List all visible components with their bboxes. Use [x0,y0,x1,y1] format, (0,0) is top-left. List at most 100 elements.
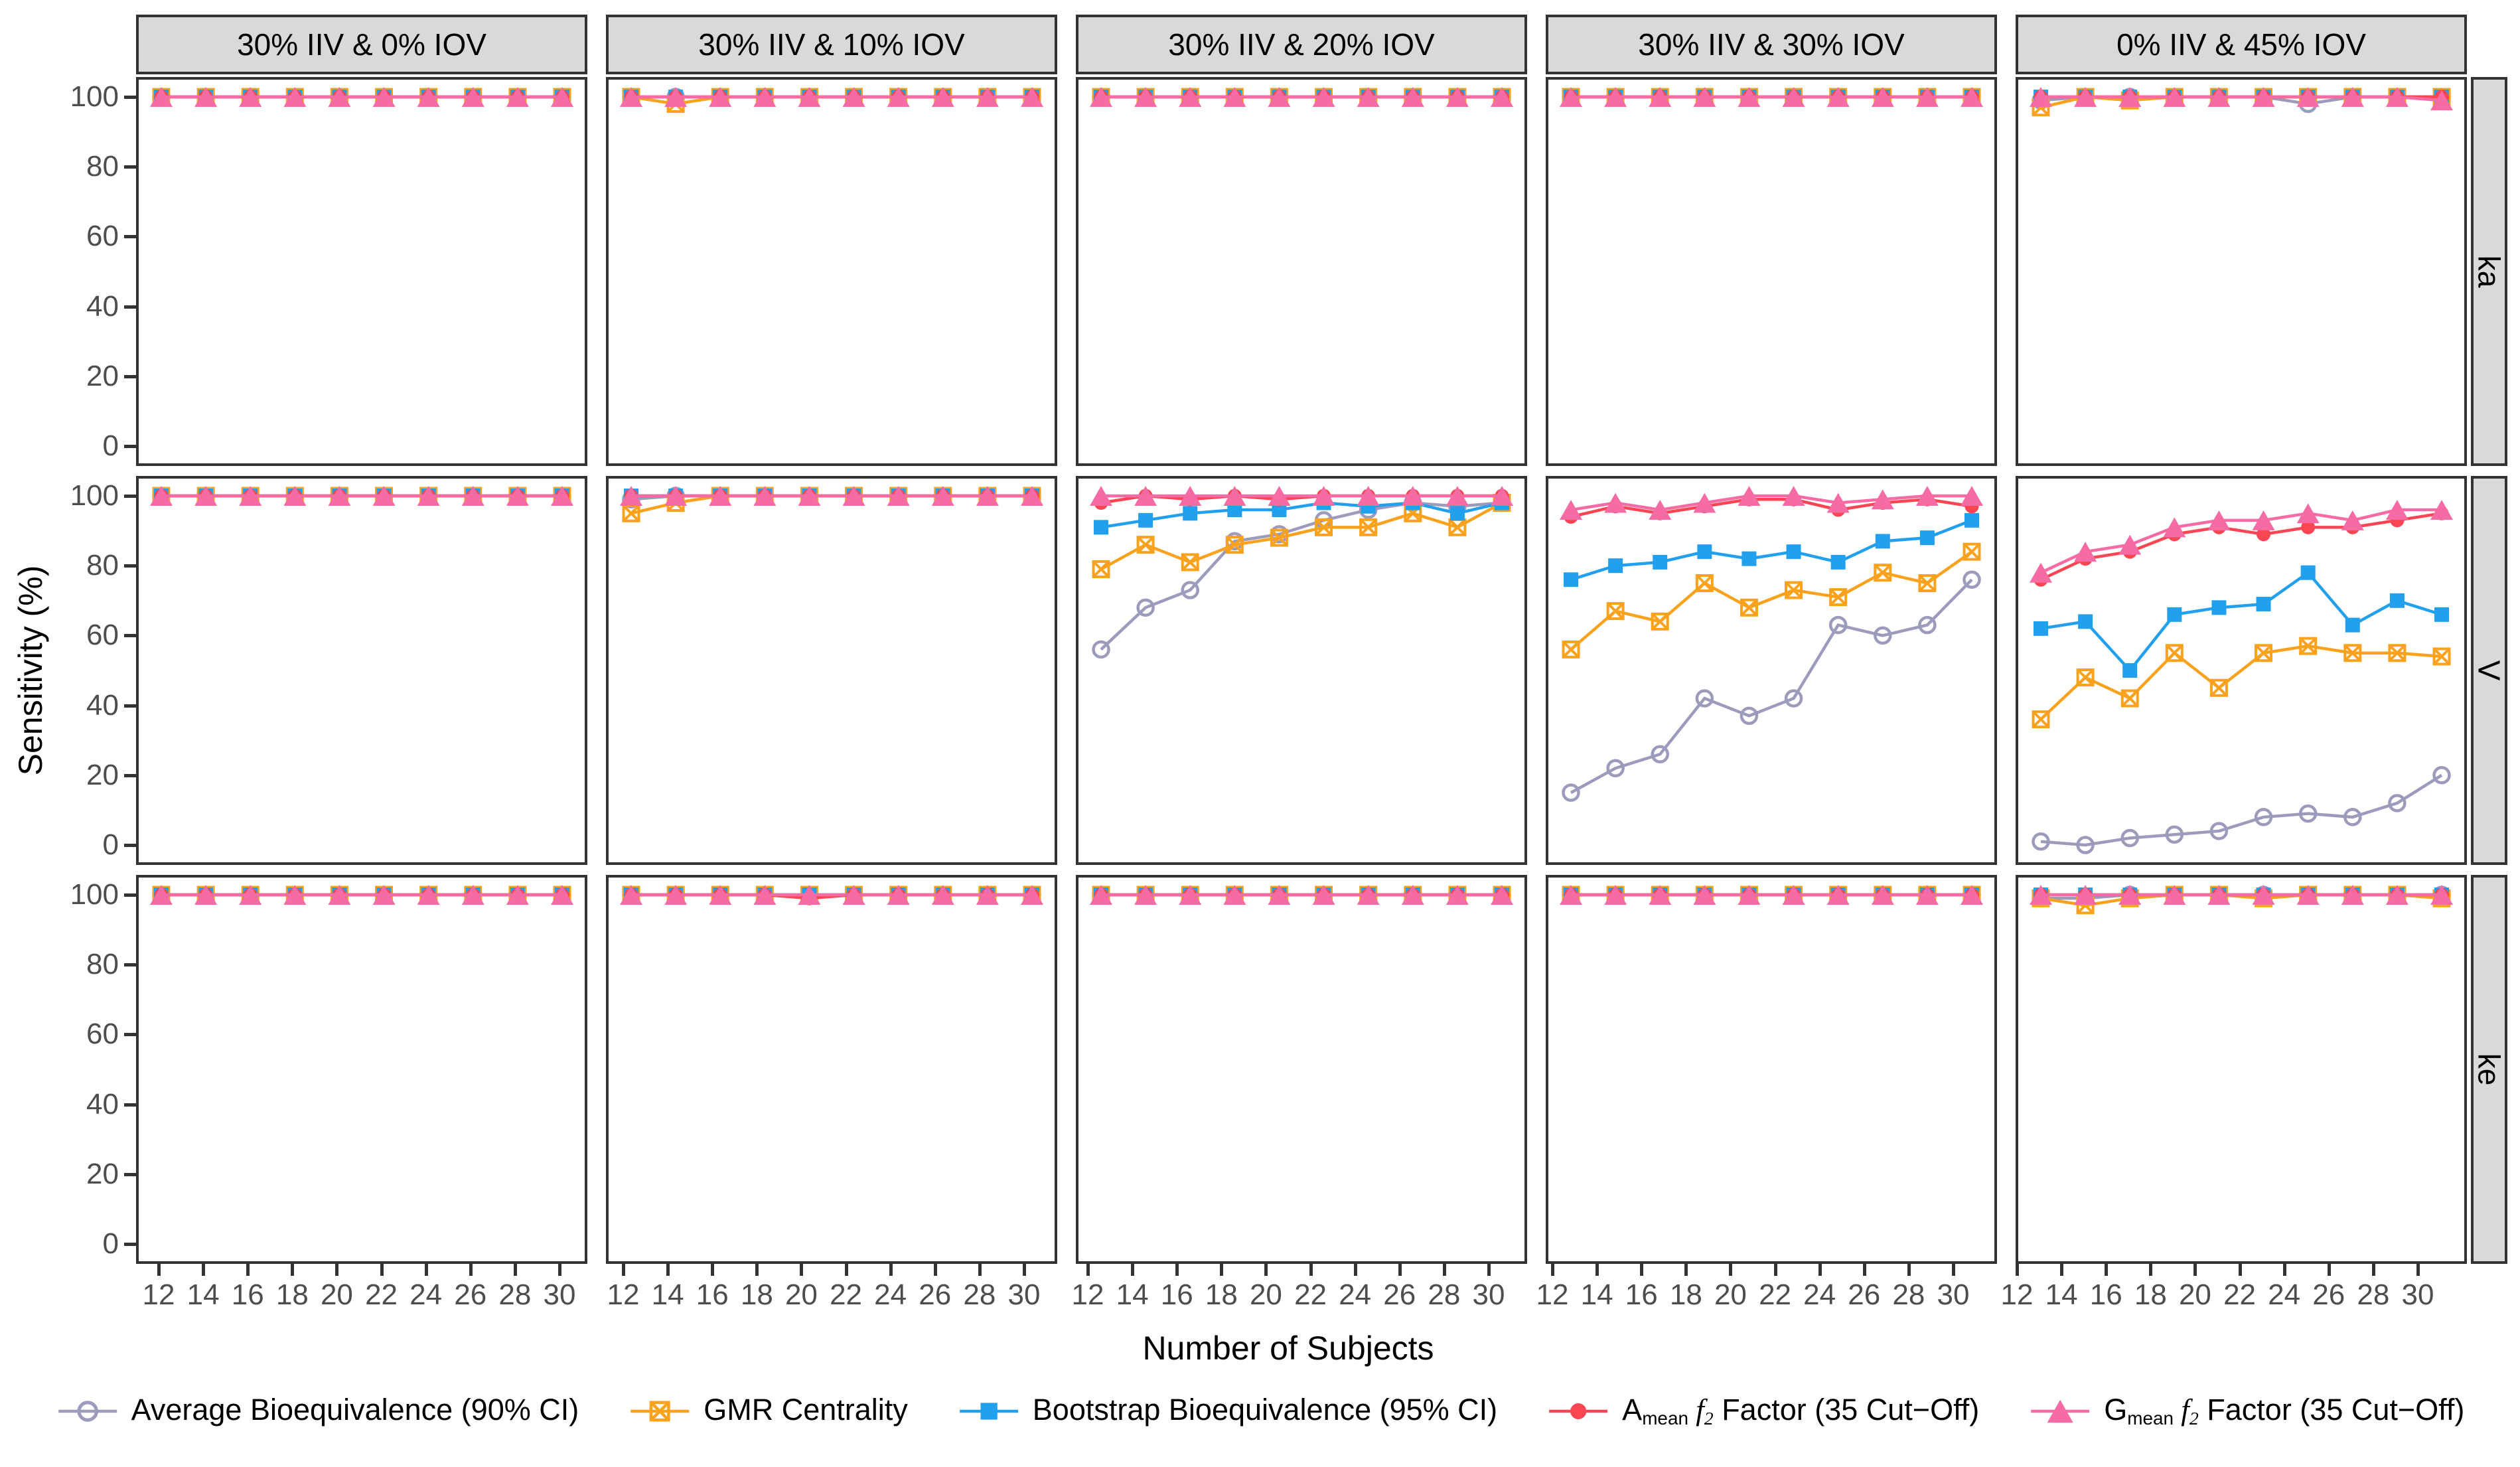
column-header-strip: 30% IIV & 0% IOV [136,15,587,74]
open-circle-marker-icon [58,1401,117,1422]
y-tick-mark [124,773,136,777]
x-tick-label: 12 [2000,1278,2034,1311]
x-tick-label: 24 [1803,1278,1836,1311]
y-tick-label: 100 [70,878,119,911]
x-tick-label: 14 [1580,1278,1613,1311]
y-tick-label: 40 [86,688,119,722]
x-tick-mark [622,1264,625,1276]
x-tick-label: 30 [543,1278,576,1311]
x-tick-mark [513,1264,517,1276]
y-tick-label: 20 [86,359,119,392]
filled-square-marker-icon [959,1403,1018,1420]
legend-item-gmr-centrality: GMR Centrality [628,1393,908,1430]
y-axis-ticks: 100 80 60 40 20 0 [0,476,136,865]
x-tick-label: 14 [2045,1278,2078,1311]
x-axis-row: 12 14 16 18 20 22 24 26 28 30 12 14 16 18 20 22 24 26 28 3… [0,1264,2520,1311]
x-tick-mark [1818,1264,1822,1276]
x-tick-mark [1551,1264,1554,1276]
y-tick-label: 100 [70,479,119,512]
x-tick-mark [1442,1264,1446,1276]
x-axis-ticks: 12 14 16 18 20 22 24 26 28 30 [1994,1264,2440,1311]
x-tick-label: 18 [2134,1278,2167,1311]
x-tick-mark [335,1264,339,1276]
y-tick-mark [124,235,136,239]
facet-grid: 30% IIV & 0% IOV 30% IIV & 10% IOV 30% I… [0,15,2520,1311]
x-tick-label: 26 [919,1278,952,1311]
x-tick-mark [1131,1264,1135,1276]
x-tick-label: 22 [1294,1278,1327,1311]
legend: Average Bioequivalence (90% CI) GMR Cent… [56,1393,2464,1430]
legend-item-amean-f2-factor: Amean f2 Factor (35 Cut−Off) [1546,1393,1979,1430]
x-tick-label: 12 [142,1278,175,1311]
x-tick-mark [469,1264,473,1276]
x-tick-label: 16 [231,1278,264,1311]
x-tick-label: 16 [2089,1278,2122,1311]
x-tick-mark [933,1264,937,1276]
legend-item-bootstrap-bioequivalence: Bootstrap Bioequivalence (95% CI) [957,1393,1497,1430]
x-axis-ticks: 12 14 16 18 20 22 24 26 28 30 [1065,1264,1511,1311]
x-tick-label: 26 [454,1278,487,1311]
row-strip-label: ke [2472,1053,2507,1086]
x-tick-label: 28 [2357,1278,2390,1311]
y-tick-mark [124,305,136,309]
x-tick-mark [2327,1264,2331,1276]
x-tick-mark [1640,1264,1644,1276]
panel-ka-col5 [2016,77,2467,466]
y-tick-label: 60 [86,619,119,652]
x-tick-mark [1907,1264,1911,1276]
header-strip-row: 30% IIV & 0% IOV 30% IIV & 10% IOV 30% I… [0,15,2520,74]
panel-ke-col5 [2016,875,2467,1264]
y-tick-label: 60 [86,1018,119,1051]
x-tick-label: 24 [1339,1278,1372,1311]
facet-row-ka: 100 80 60 40 20 0 ka [0,77,2520,466]
y-axis-ticks: 100 80 60 40 20 0 [0,77,136,466]
x-tick-mark [1220,1264,1224,1276]
x-tick-mark [1398,1264,1402,1276]
facet-row-V: 100 80 60 40 20 0 V [0,476,2520,865]
y-tick-mark [124,704,136,708]
y-tick-mark [124,374,136,378]
x-tick-label: 16 [1160,1278,1193,1311]
y-tick-mark [124,165,136,169]
x-tick-mark [2105,1264,2109,1276]
legend-label: Bootstrap Bioequivalence (95% CI) [1032,1393,1498,1427]
y-tick-mark [124,634,136,638]
y-tick-mark [124,495,136,498]
filled-triangle-marker-icon [2031,1399,2090,1423]
x-tick-mark [1773,1264,1777,1276]
legend-label: GMR Centrality [704,1393,908,1427]
x-tick-mark [1952,1264,1955,1276]
x-tick-label: 14 [186,1278,220,1311]
y-tick-mark [124,844,136,847]
legend-label: Gmean f2 Factor (35 Cut−Off) [2104,1393,2465,1429]
legend-label: Amean f2 Factor (35 Cut−Off) [1622,1393,1980,1429]
facet-row-ke: 100 80 60 40 20 0 ke [0,875,2520,1264]
x-tick-mark [1487,1264,1491,1276]
x-tick-label: 20 [320,1278,353,1311]
column-header-strip: 30% IIV & 30% IOV [1546,15,1997,74]
x-tick-mark [291,1264,295,1276]
x-tick-label: 28 [1892,1278,1925,1311]
x-tick-mark [2282,1264,2286,1276]
y-tick-label: 20 [86,758,119,791]
panel-ke-col4 [1546,875,1997,1264]
x-axis-ticks: 12 14 16 18 20 22 24 26 28 30 [1530,1264,1976,1311]
y-tick-mark [124,564,136,568]
y-tick-label: 0 [102,429,119,462]
y-axis-ticks: 100 80 60 40 20 0 [0,875,136,1264]
x-tick-label: 16 [1625,1278,1658,1311]
x-tick-label: 28 [963,1278,996,1311]
x-tick-label: 12 [1536,1278,1569,1311]
x-tick-label: 28 [498,1278,532,1311]
x-tick-mark [1309,1264,1313,1276]
y-tick-mark [124,1243,136,1246]
y-tick-label: 80 [86,150,119,183]
column-header-strip: 30% IIV & 20% IOV [1076,15,1527,74]
legend-item-gmean-f2-factor: Gmean f2 Factor (35 Cut−Off) [2028,1393,2464,1430]
x-tick-label: 20 [1249,1278,1282,1311]
y-tick-mark [124,96,136,99]
x-tick-label: 12 [607,1278,640,1311]
column-header-strip: 0% IIV & 45% IOV [2016,15,2467,74]
x-tick-label: 16 [696,1278,729,1311]
x-tick-label: 12 [1071,1278,1104,1311]
